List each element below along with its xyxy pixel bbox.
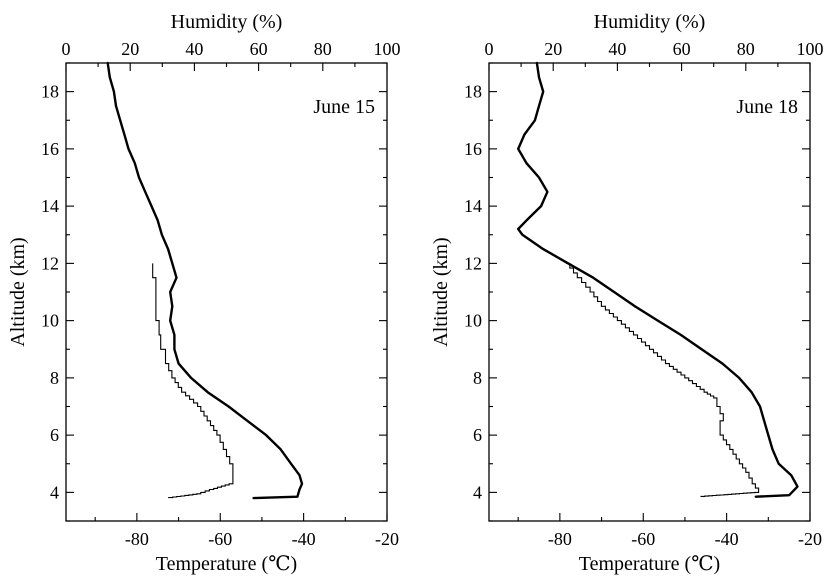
x-bottom-tick-label: -20 — [375, 529, 399, 549]
y-tick-label: 18 — [41, 82, 59, 102]
humidity-profile-line — [152, 263, 234, 499]
y-tick-label: 18 — [464, 82, 482, 102]
x-bottom-axis-title: Temperature (℃) — [579, 553, 720, 575]
y-tick-label: 8 — [473, 368, 482, 388]
x-top-tick-label: 40 — [185, 39, 203, 59]
y-tick-label: 14 — [41, 196, 59, 216]
x-top-tick-label: 20 — [544, 39, 562, 59]
x-top-tick-label: 40 — [608, 39, 626, 59]
x-bottom-axis-title: Temperature (℃) — [156, 553, 297, 575]
x-bottom-tick-label: -60 — [208, 529, 232, 549]
x-bottom-tick-label: -40 — [715, 529, 739, 549]
x-top-axis-title: Humidity (%) — [594, 11, 706, 33]
x-top-tick-label: 60 — [673, 39, 691, 59]
chart-panel-june-15: 4 6 8 10 12 14 16 18 -80 -60 -40 -20 0 20 40 60 80 100 Hum… — [7, 11, 401, 575]
x-top-tick-label: 80 — [314, 39, 332, 59]
y-tick-label: 14 — [464, 196, 482, 216]
x-top-tick-label: 100 — [374, 39, 401, 59]
plot-frame — [488, 62, 811, 522]
x-top-axis-title: Humidity (%) — [171, 11, 283, 33]
y-tick-label: 12 — [41, 253, 59, 273]
y-tick-label: 6 — [473, 425, 482, 445]
y-tick-label: 16 — [41, 139, 59, 159]
panel-date-label: June 18 — [736, 96, 798, 118]
y-tick-label: 4 — [50, 482, 59, 502]
y-tick-label: 10 — [41, 311, 59, 331]
y-tick-label: 12 — [464, 253, 482, 273]
x-bottom-tick-label: -60 — [631, 529, 655, 549]
y-tick-label: 6 — [50, 425, 59, 445]
temperature-profile-line — [106, 61, 304, 500]
panel-date-label: June 15 — [313, 96, 375, 118]
y-axis-title: Altitude (km) — [430, 237, 452, 346]
humidity-profile-line — [566, 262, 760, 497]
x-top-tick-label: 80 — [737, 39, 755, 59]
x-top-tick-label: 20 — [121, 39, 139, 59]
y-axis-title: Altitude (km) — [7, 237, 29, 346]
x-top-tick-label: 0 — [62, 39, 71, 59]
x-top-tick-label: 60 — [250, 39, 268, 59]
x-bottom-tick-label: -40 — [292, 529, 316, 549]
chart-panel-june-18: 4 6 8 10 12 14 16 18 -80 -60 -40 -20 0 20 40 60 80 100 Hum… — [430, 11, 824, 575]
x-top-tick-label: 0 — [485, 39, 494, 59]
x-top-tick-label: 100 — [797, 39, 824, 59]
y-tick-label: 8 — [50, 368, 59, 388]
y-tick-label: 10 — [464, 311, 482, 331]
x-bottom-tick-label: -20 — [798, 529, 822, 549]
y-tick-label: 16 — [464, 139, 482, 159]
x-bottom-tick-label: -80 — [548, 529, 572, 549]
temperature-profile-line — [517, 61, 799, 498]
y-tick-label: 4 — [473, 482, 482, 502]
x-bottom-tick-label: -80 — [125, 529, 149, 549]
